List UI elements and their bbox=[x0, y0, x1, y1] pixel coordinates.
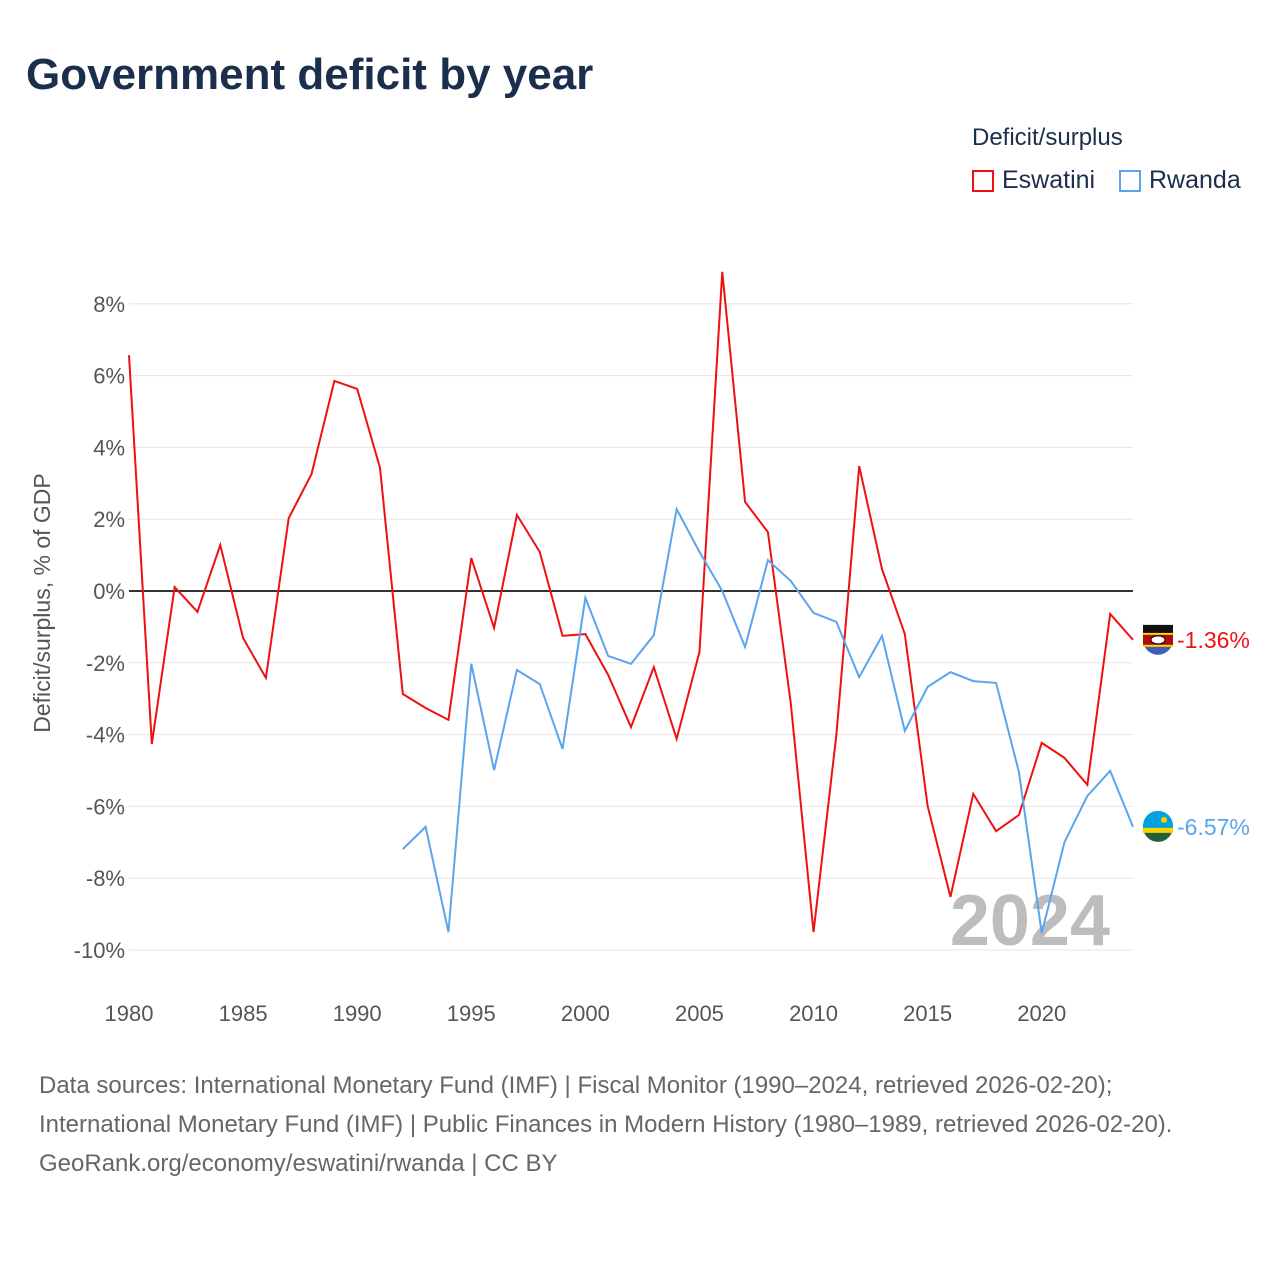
y-tick-label: 6% bbox=[93, 364, 125, 389]
x-tick-label: 1995 bbox=[447, 1001, 496, 1026]
footer: Data sources: International Monetary Fun… bbox=[39, 1066, 1239, 1183]
y-tick-label: 8% bbox=[93, 292, 125, 317]
legend-item-rwanda[interactable]: Rwanda bbox=[1119, 166, 1241, 195]
y-tick-label: 2% bbox=[93, 507, 125, 532]
end-value-label: -1.36% bbox=[1177, 627, 1250, 653]
legend-label: Rwanda bbox=[1149, 166, 1241, 194]
y-axis-label: Deficit/surplus, % of GDP bbox=[29, 473, 55, 732]
legend-swatch bbox=[1119, 169, 1141, 192]
flag-sun bbox=[1161, 816, 1167, 823]
data-sources: Data sources: International Monetary Fun… bbox=[39, 1072, 1173, 1138]
y-tick-label: -10% bbox=[74, 938, 125, 963]
rwanda-flag-icon bbox=[1142, 810, 1173, 842]
end-value-label: -6.57% bbox=[1177, 814, 1250, 840]
x-tick-label: 2000 bbox=[561, 1001, 610, 1026]
x-tick-label: 1985 bbox=[219, 1001, 268, 1026]
flag-yellow bbox=[1143, 827, 1173, 833]
x-tick-label: 1990 bbox=[333, 1001, 382, 1026]
x-tick-label: 2015 bbox=[903, 1001, 952, 1026]
legend-label: Eswatini bbox=[1002, 166, 1096, 194]
legend-item-eswatini[interactable]: Eswatini bbox=[972, 166, 1095, 195]
flag-top bbox=[1143, 624, 1173, 633]
y-tick-label: -2% bbox=[86, 651, 125, 676]
flag-stripe bbox=[1143, 632, 1173, 635]
chart-title: Government deficit by year bbox=[26, 50, 594, 99]
flag-blue bbox=[1142, 810, 1173, 832]
y-tick-label: 4% bbox=[93, 435, 125, 460]
y-tick-label: -4% bbox=[86, 723, 125, 748]
x-tick-label: 2020 bbox=[1017, 1001, 1066, 1026]
legend-title: Deficit/surplus bbox=[972, 124, 1123, 151]
credit-link[interactable]: GeoRank.org/economy/eswatini/rwanda | CC… bbox=[39, 1150, 558, 1177]
y-tick-label: -6% bbox=[86, 794, 125, 819]
flag-shield bbox=[1150, 635, 1166, 645]
year-watermark: 2024 bbox=[950, 881, 1110, 961]
chart-plot: 8% 6% 4% 2% 0% -2% -4% -6% -8% -10% 1980 1985 1990 19… bbox=[29, 271, 1250, 1026]
x-tick-label: 1980 bbox=[105, 1001, 154, 1026]
series-line-eswatini bbox=[128, 271, 1134, 933]
flag-stripe bbox=[1143, 644, 1173, 647]
y-tick-label: -8% bbox=[86, 866, 125, 891]
series-line-rwanda bbox=[402, 506, 1134, 934]
x-tick-label: 2005 bbox=[675, 1001, 724, 1026]
x-tick-label: 2010 bbox=[789, 1001, 838, 1026]
legend-swatch bbox=[972, 169, 994, 192]
eswatini-flag-icon bbox=[1143, 624, 1173, 655]
y-tick-label: 0% bbox=[93, 579, 125, 604]
